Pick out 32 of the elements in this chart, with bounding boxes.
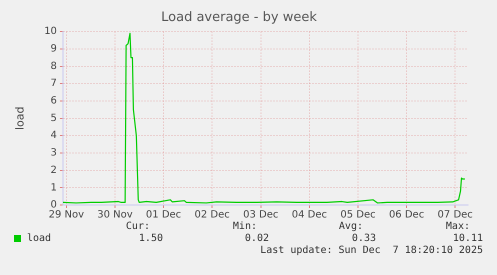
y-tick-label: 4 [50, 130, 57, 142]
x-tick-label: 06 Dec [388, 210, 424, 221]
text: 0.02 [244, 233, 269, 245]
x-tick-label: 01 Dec [146, 210, 182, 221]
y-tick-label: 10 [44, 26, 57, 38]
y-tick-label: 9 [50, 44, 57, 55]
text: Max: [446, 221, 470, 233]
text: 1.50 [138, 233, 163, 245]
text: Cur: [126, 221, 150, 233]
x-tick-label: 07 Dec [438, 210, 473, 221]
text: 10.11 [452, 233, 483, 245]
x-tick-label: 03 Dec [243, 210, 278, 221]
text: Last update: Sun Dec 7 18:20:10 2025 [260, 245, 483, 257]
y-tick-label: 3 [50, 148, 57, 159]
text: 0.33 [352, 233, 376, 245]
y-axis-title: load [13, 106, 26, 130]
y-tick-label: 6 [50, 96, 57, 107]
chart-title: Load average - by week [161, 10, 318, 26]
x-tick-label: 29 Nov [48, 210, 84, 221]
x-tick-label: 05 Dec [340, 210, 376, 221]
legend-label: load [27, 233, 52, 244]
y-tick-label: 2 [50, 164, 57, 176]
y-tick-label: 5 [50, 112, 57, 124]
y-tick-label: 8 [50, 60, 57, 72]
x-tick-label: 04 Dec [292, 210, 327, 221]
y-tick-label: 7 [50, 78, 57, 90]
x-tick-label: 02 Dec [194, 210, 230, 221]
y-tick-label: 0 [50, 200, 57, 211]
text: Min: [232, 221, 257, 233]
y-tick-label: 1 [50, 182, 57, 194]
text: Avg: [338, 221, 363, 233]
x-tick-label: 30 Nov [97, 210, 133, 221]
